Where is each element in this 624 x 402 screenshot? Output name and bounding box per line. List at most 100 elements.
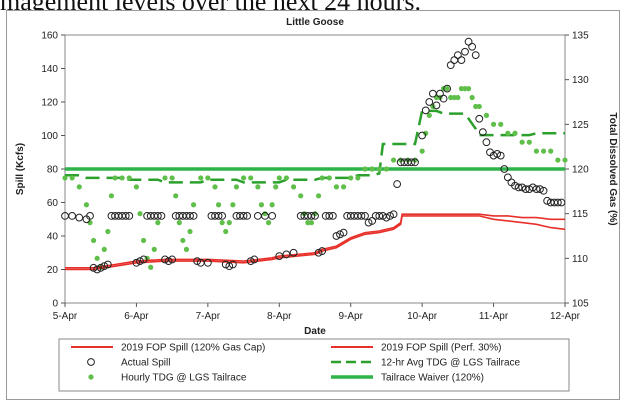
series-actual-spill-point <box>368 217 377 225</box>
series-actual-spill-point <box>86 212 94 220</box>
series-actual-spill-point <box>446 61 455 70</box>
series-12-hr-avg-tdg-lgs-tailrace-line <box>65 109 565 184</box>
x-tick-label: 5-Apr <box>53 311 78 322</box>
series-actual-spill-point <box>193 257 202 266</box>
series-actual-spill-point <box>68 212 77 220</box>
x-tick-label: 12-Apr <box>550 311 581 322</box>
series-hourly-tdg-lgs-tailrace-point <box>465 86 472 92</box>
series-hourly-tdg-lgs-tailrace-point <box>455 94 461 101</box>
y-tick-label: 60 <box>47 198 59 209</box>
series-actual-spill-point <box>361 212 369 220</box>
series-actual-spill-point <box>336 230 344 239</box>
series-hourly-tdg-lgs-tailrace-point <box>483 112 490 118</box>
series-hourly-tdg-lgs-tailrace-point <box>533 148 540 154</box>
legend-hourly-tdg-lgs-tailrace-label: Hourly TDG @ LGS Tailrace <box>121 373 247 384</box>
series-actual-spill-point <box>443 84 452 93</box>
series-actual-spill-point <box>314 248 323 257</box>
series-actual-spill-point <box>328 212 337 220</box>
series-actual-spill-point <box>246 257 255 266</box>
series-hourly-tdg-lgs-tailrace-point <box>326 175 332 181</box>
series-actual-spill-point <box>421 106 430 115</box>
series-actual-spill-point <box>218 212 227 220</box>
series-actual-spill-point <box>364 218 373 227</box>
y-tick-label: 0 <box>52 299 58 310</box>
series-actual-spill-point <box>471 51 480 59</box>
series-hourly-tdg-lgs-tailrace-point <box>308 220 315 226</box>
series-actual-spill-point <box>478 128 487 137</box>
series-actual-spill-point <box>357 212 366 220</box>
legend-12-hr-avg-tdg-lgs-tailrace-label: 12-hr Avg TDG @ LGS Tailrace <box>381 358 521 369</box>
series-2019-fop-spill-perf-30-line <box>65 213 565 269</box>
series-actual-spill-point <box>428 89 437 98</box>
series-hourly-tdg-lgs-tailrace-point <box>498 121 504 127</box>
series-hourly-tdg-lgs-tailrace-point <box>223 228 229 235</box>
series-hourly-tdg-lgs-tailrace-point <box>355 175 361 181</box>
y2-tick-label: 110 <box>572 254 588 265</box>
series-hourly-tdg-lgs-tailrace-point <box>219 220 225 226</box>
series-actual-spill-point <box>228 260 237 269</box>
legend-box <box>58 338 570 392</box>
series-actual-spill-point <box>325 212 334 220</box>
y-tick-label: 120 <box>41 98 58 109</box>
series-hourly-tdg-lgs-tailrace-point <box>269 202 275 208</box>
series-hourly-tdg-lgs-tailrace-point <box>83 202 90 208</box>
series-actual-spill-point <box>518 183 527 192</box>
series-hourly-tdg-lgs-tailrace-point <box>555 157 561 163</box>
series-actual-spill-point <box>132 258 141 267</box>
series-actual-spill-point <box>100 262 109 271</box>
series-actual-spill-point <box>103 260 112 269</box>
series-hourly-tdg-lgs-tailrace-point <box>419 148 425 154</box>
series-actual-spill-point <box>439 94 448 103</box>
series-hourly-tdg-lgs-tailrace-point <box>469 94 475 101</box>
legend-actual-spill-label: Actual Spill <box>121 358 170 369</box>
series-actual-spill-point <box>536 185 544 194</box>
series-hourly-tdg-lgs-tailrace-point <box>180 237 186 244</box>
series-actual-spill-point <box>503 173 512 182</box>
series-actual-spill-point <box>382 213 391 222</box>
series-actual-spill-point <box>528 183 537 192</box>
series-hourly-tdg-lgs-tailrace-point <box>151 246 157 252</box>
series-actual-spill-point <box>482 138 491 147</box>
series-actual-spill-point <box>386 212 394 220</box>
series-hourly-tdg-lgs-tailrace-point <box>233 184 240 190</box>
series-actual-spill-point <box>496 151 505 160</box>
series-actual-spill-point <box>268 212 277 220</box>
x-tick-label: 7-Apr <box>196 311 221 322</box>
series-hourly-tdg-lgs-tailrace-point <box>390 157 397 163</box>
legend-hourly-tdg-lgs-tailrace-swatch <box>88 374 94 380</box>
series-actual-spill-point <box>318 247 327 255</box>
y-axis-label: Spill (Kcfs) <box>15 143 26 195</box>
series-hourly-tdg-lgs-tailrace-point <box>169 175 175 181</box>
series-actual-spill-point <box>311 212 319 220</box>
series-actual-spill-point <box>225 262 234 271</box>
series-hourly-tdg-lgs-tailrace-point <box>76 184 82 190</box>
series-actual-spill-point <box>432 101 441 110</box>
series-hourly-tdg-lgs-tailrace-point <box>458 86 465 92</box>
series-actual-spill-point <box>203 258 212 267</box>
y-tick-label: 140 <box>41 64 58 75</box>
series-hourly-tdg-lgs-tailrace-point <box>137 211 143 217</box>
series-hourly-tdg-lgs-tailrace-point <box>90 237 97 244</box>
series-actual-spill-point <box>339 228 348 237</box>
series-hourly-tdg-lgs-tailrace-point <box>426 112 432 118</box>
series-hourly-tdg-lgs-tailrace-point <box>187 228 193 235</box>
series-actual-spill-point <box>253 212 262 220</box>
y2-tick-label: 125 <box>572 120 589 131</box>
series-hourly-tdg-lgs-tailrace-point <box>315 193 322 199</box>
series-actual-spill-point <box>500 165 509 173</box>
series-hourly-tdg-lgs-tailrace-point <box>423 130 429 136</box>
y2-axis-label: Total Dissolved Gas (%) <box>607 112 618 225</box>
y-tick-label: 160 <box>41 31 58 42</box>
series-actual-spill-point <box>453 51 462 59</box>
series-hourly-tdg-lgs-tailrace-point <box>444 86 450 92</box>
series-hourly-tdg-lgs-tailrace-point <box>126 175 132 181</box>
series-actual-spill-point <box>214 212 223 220</box>
x-tick-label: 10-Apr <box>407 311 438 322</box>
legend-2019-fop-spill-perf-30-label: 2019 FOP Spill (Perf. 30%) <box>381 343 501 354</box>
series-actual-spill-point <box>425 98 434 106</box>
series-hourly-tdg-lgs-tailrace-point <box>230 202 236 208</box>
series-actual-spill-point <box>153 212 162 220</box>
series-actual-spill-point <box>521 185 530 194</box>
y-tick-label: 40 <box>47 232 59 243</box>
legend-tailrace-waiver-120-label: Tailrace Waiver (120%) <box>381 373 484 384</box>
